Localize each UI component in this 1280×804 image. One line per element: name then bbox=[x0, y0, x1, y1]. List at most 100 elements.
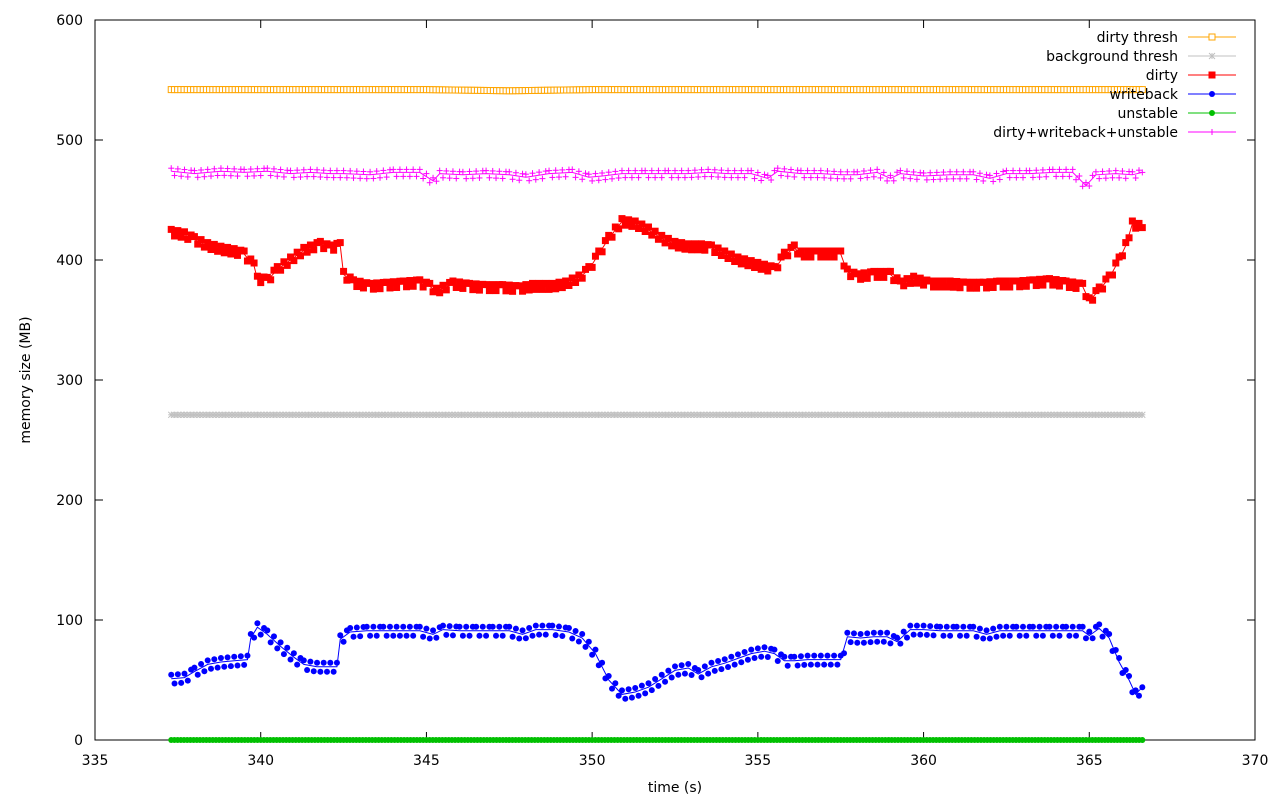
star-d2 bbox=[713, 411, 720, 419]
data-point bbox=[486, 411, 494, 419]
data-point bbox=[979, 278, 987, 286]
data-point bbox=[873, 273, 881, 281]
data-point bbox=[582, 643, 589, 650]
data-point bbox=[691, 240, 699, 248]
data-point bbox=[257, 172, 264, 179]
data-point bbox=[449, 632, 456, 639]
data-point bbox=[943, 283, 951, 291]
star-d2 bbox=[630, 411, 637, 419]
data-point bbox=[413, 173, 420, 180]
series-background-thresh bbox=[167, 411, 1146, 419]
data-point bbox=[741, 411, 749, 419]
data-point bbox=[499, 175, 506, 182]
data-point bbox=[664, 234, 672, 242]
data-point bbox=[443, 631, 450, 638]
data-point bbox=[294, 661, 301, 668]
data-point bbox=[394, 411, 402, 419]
star-d2 bbox=[795, 411, 803, 419]
data-point bbox=[648, 687, 655, 694]
data-point bbox=[198, 661, 205, 667]
star-d2 bbox=[783, 411, 790, 419]
data-point bbox=[181, 670, 188, 677]
star-d2 bbox=[866, 411, 873, 419]
data-point bbox=[496, 168, 503, 175]
legend-item: unstable bbox=[1118, 106, 1236, 122]
star-d2 bbox=[678, 411, 685, 419]
data-point bbox=[870, 173, 877, 180]
legend-item: dirty bbox=[1146, 68, 1236, 84]
data-point bbox=[1039, 281, 1047, 289]
data-point bbox=[270, 165, 277, 172]
data-point bbox=[1099, 633, 1106, 640]
data-point bbox=[592, 170, 599, 177]
data-point bbox=[284, 644, 291, 651]
data-point bbox=[718, 167, 725, 174]
data-point bbox=[820, 247, 828, 255]
data-point bbox=[748, 646, 755, 653]
data-point bbox=[509, 287, 517, 295]
star-d2 bbox=[215, 411, 223, 419]
star-d2 bbox=[856, 411, 864, 419]
data-point bbox=[579, 176, 586, 183]
data-point bbox=[327, 659, 334, 666]
data-point bbox=[276, 411, 284, 419]
series-dirty-thresh bbox=[167, 86, 1146, 95]
data-point bbox=[430, 627, 437, 634]
data-point bbox=[844, 629, 851, 636]
data-point bbox=[668, 674, 675, 681]
star-d2 bbox=[595, 411, 602, 419]
star-d2 bbox=[273, 411, 281, 419]
data-point bbox=[672, 167, 678, 174]
y-tick-label: 600 bbox=[56, 13, 83, 29]
star-d2 bbox=[340, 411, 347, 419]
data-point bbox=[274, 645, 281, 652]
star-d2 bbox=[183, 411, 191, 419]
star-d2 bbox=[1135, 411, 1143, 419]
series-markers-dirty-thresh bbox=[167, 86, 1146, 95]
data-point bbox=[867, 167, 874, 174]
data-point bbox=[267, 172, 274, 179]
data-point bbox=[1069, 623, 1076, 630]
data-point bbox=[393, 173, 400, 180]
data-point bbox=[451, 411, 459, 419]
star-d2 bbox=[722, 411, 730, 419]
data-point bbox=[264, 627, 271, 634]
data-point bbox=[1006, 632, 1013, 639]
data-point bbox=[400, 623, 407, 630]
star-d2 bbox=[362, 411, 370, 419]
series-markers-dirty bbox=[167, 215, 1146, 304]
star-d2 bbox=[773, 411, 781, 419]
data-point bbox=[651, 227, 659, 235]
data-point bbox=[996, 277, 1004, 285]
star-d2 bbox=[862, 411, 870, 419]
star-d2 bbox=[917, 411, 924, 419]
data-point bbox=[622, 174, 629, 181]
data-point bbox=[303, 248, 311, 256]
data-point bbox=[475, 286, 483, 294]
data-point bbox=[608, 233, 616, 241]
data-point bbox=[801, 174, 808, 181]
data-point bbox=[565, 282, 573, 289]
data-point bbox=[980, 177, 987, 184]
data-point bbox=[999, 283, 1007, 291]
star-d2 bbox=[317, 411, 325, 419]
data-point bbox=[1099, 168, 1106, 175]
data-point bbox=[430, 174, 437, 181]
data-point bbox=[807, 174, 814, 181]
star-d2 bbox=[735, 411, 743, 419]
star-d2 bbox=[1050, 411, 1058, 419]
star-d2 bbox=[467, 411, 475, 419]
data-point bbox=[1107, 411, 1115, 419]
star-d2 bbox=[894, 411, 902, 419]
star-d2 bbox=[700, 411, 708, 419]
data-point bbox=[330, 174, 337, 181]
data-point bbox=[317, 668, 324, 675]
star-d2 bbox=[725, 411, 733, 419]
star-d2 bbox=[627, 411, 634, 419]
star-d2 bbox=[1028, 411, 1036, 419]
data-point bbox=[620, 411, 628, 419]
star-d2 bbox=[859, 411, 867, 419]
data-point bbox=[760, 260, 768, 268]
data-point bbox=[254, 165, 261, 172]
data-point bbox=[171, 411, 178, 419]
